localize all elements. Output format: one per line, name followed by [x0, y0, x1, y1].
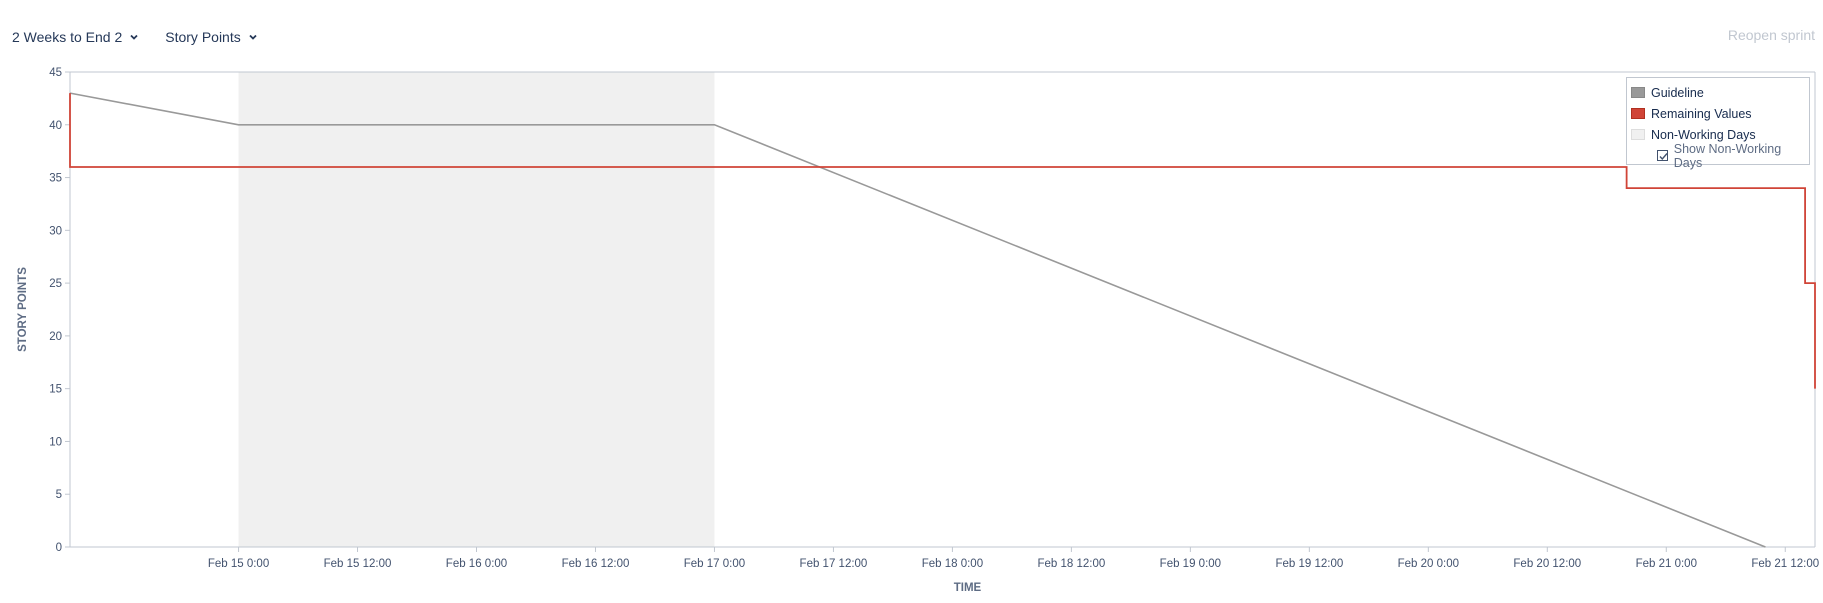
y-tick-label: 40 [49, 120, 62, 132]
y-tick-label: 10 [49, 436, 62, 448]
x-tick-label: Feb 19 0:00 [1160, 558, 1221, 570]
x-tick-label: Feb 16 12:00 [562, 558, 630, 570]
y-tick-label: 45 [49, 67, 62, 79]
x-tick-label: Feb 15 0:00 [208, 558, 269, 570]
x-tick-label: Feb 19 12:00 [1275, 558, 1343, 570]
x-tick-label: Feb 21 0:00 [1636, 558, 1697, 570]
x-tick-label: Feb 18 12:00 [1038, 558, 1106, 570]
x-tick-label: Feb 20 12:00 [1513, 558, 1581, 570]
x-tick-label: Feb 18 0:00 [922, 558, 983, 570]
y-axis-ticks: 0 5 10 15 20 25 30 35 40 45 [49, 67, 70, 554]
x-tick-label: Feb 21 12:00 [1751, 558, 1819, 570]
y-tick-label: 35 [49, 173, 62, 185]
guideline-swatch [1631, 87, 1645, 98]
legend-label-non-working: Non-Working Days [1651, 128, 1756, 142]
y-tick-label: 20 [49, 331, 62, 343]
show-non-working-label: Show Non-Working Days [1674, 142, 1809, 170]
y-tick-label: 30 [49, 225, 62, 237]
y-tick-label: 0 [56, 542, 62, 554]
legend-item-guideline[interactable]: Guideline [1627, 82, 1809, 103]
checkbox-checked-icon[interactable] [1657, 150, 1668, 161]
x-tick-label: Feb 17 0:00 [684, 558, 745, 570]
non-working-bands [239, 72, 715, 547]
chart-legend: Guideline Remaining Values Non-Working D… [1626, 77, 1810, 165]
x-tick-label: Feb 20 0:00 [1398, 558, 1459, 570]
legend-label-remaining: Remaining Values [1651, 107, 1752, 121]
x-tick-label: Feb 15 12:00 [324, 558, 392, 570]
y-tick-label: 5 [56, 489, 62, 501]
legend-label-guideline: Guideline [1651, 86, 1704, 100]
y-tick-label: 25 [49, 278, 62, 290]
x-tick-label: Feb 16 0:00 [446, 558, 507, 570]
y-axis-title: STORY POINTS [17, 267, 29, 352]
non-working-swatch [1631, 129, 1645, 140]
x-axis-ticks: Feb 15 0:00 Feb 15 12:00 Feb 16 0:00 Feb 16… [208, 547, 1819, 570]
non-working-band [239, 72, 715, 547]
x-axis-title: TIME [954, 582, 982, 594]
legend-item-remaining[interactable]: Remaining Values [1627, 103, 1809, 124]
remaining-swatch [1631, 108, 1645, 119]
show-non-working-toggle[interactable]: Show Non-Working Days [1627, 145, 1809, 166]
x-tick-label: Feb 17 12:00 [800, 558, 868, 570]
y-tick-label: 15 [49, 384, 62, 396]
